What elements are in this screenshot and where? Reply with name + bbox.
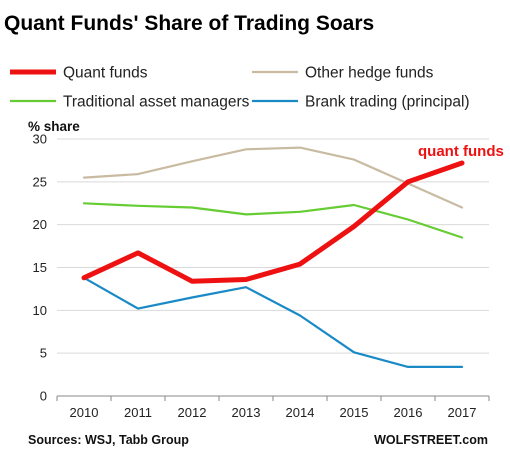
y-axis-ticks: 0 5 10 15 20 25 30 bbox=[33, 132, 47, 404]
x-tick-label: 2012 bbox=[178, 405, 207, 420]
y-tick-label: 10 bbox=[33, 303, 47, 318]
x-tick-label: 2016 bbox=[394, 405, 423, 420]
series-line-bank-trading bbox=[82, 276, 464, 368]
y-tick-label: 15 bbox=[33, 260, 47, 275]
y-tick-label: 30 bbox=[33, 132, 47, 147]
quant-funds-annotation: quant funds bbox=[418, 143, 504, 160]
x-axis: 2010 2011 2012 2013 2014 2015 2016 2017 bbox=[56, 395, 490, 420]
x-tick-label: 2011 bbox=[124, 405, 152, 420]
legend-label-quant-funds: Quant funds bbox=[63, 65, 148, 82]
chart-title: Quant Funds' Share of Trading Soars bbox=[4, 12, 374, 35]
series-line-traditional-asset-managers bbox=[82, 202, 464, 239]
legend-label-traditional-asset-managers: Traditional asset managers bbox=[63, 94, 250, 111]
series-line-quant-funds bbox=[81, 160, 465, 284]
series-lines bbox=[81, 146, 465, 368]
source-note: Sources: WSJ, Tabb Group bbox=[28, 433, 189, 447]
y-tick-label: 25 bbox=[33, 174, 47, 189]
y-tick-label: 5 bbox=[40, 346, 47, 361]
x-tick-label: 2010 bbox=[70, 405, 99, 420]
legend: Quant funds Other hedge funds Traditional … bbox=[10, 65, 470, 111]
y-tick-label: 20 bbox=[33, 217, 47, 232]
x-tick-label: 2015 bbox=[340, 405, 369, 420]
legend-label-other-hedge-funds: Other hedge funds bbox=[305, 65, 434, 82]
credit-note: WOLFSTREET.com bbox=[374, 433, 488, 447]
x-tick-label: 2017 bbox=[448, 405, 477, 420]
y-axis-unit-label: % share bbox=[28, 119, 80, 134]
x-tick-label: 2013 bbox=[232, 405, 261, 420]
gridlines bbox=[57, 138, 489, 354]
y-tick-label: 0 bbox=[40, 389, 47, 404]
x-tick-label: 2014 bbox=[286, 405, 315, 420]
legend-label-bank-trading: Brank trading (principal) bbox=[305, 94, 470, 111]
series-line-other-hedge-funds bbox=[82, 146, 464, 209]
